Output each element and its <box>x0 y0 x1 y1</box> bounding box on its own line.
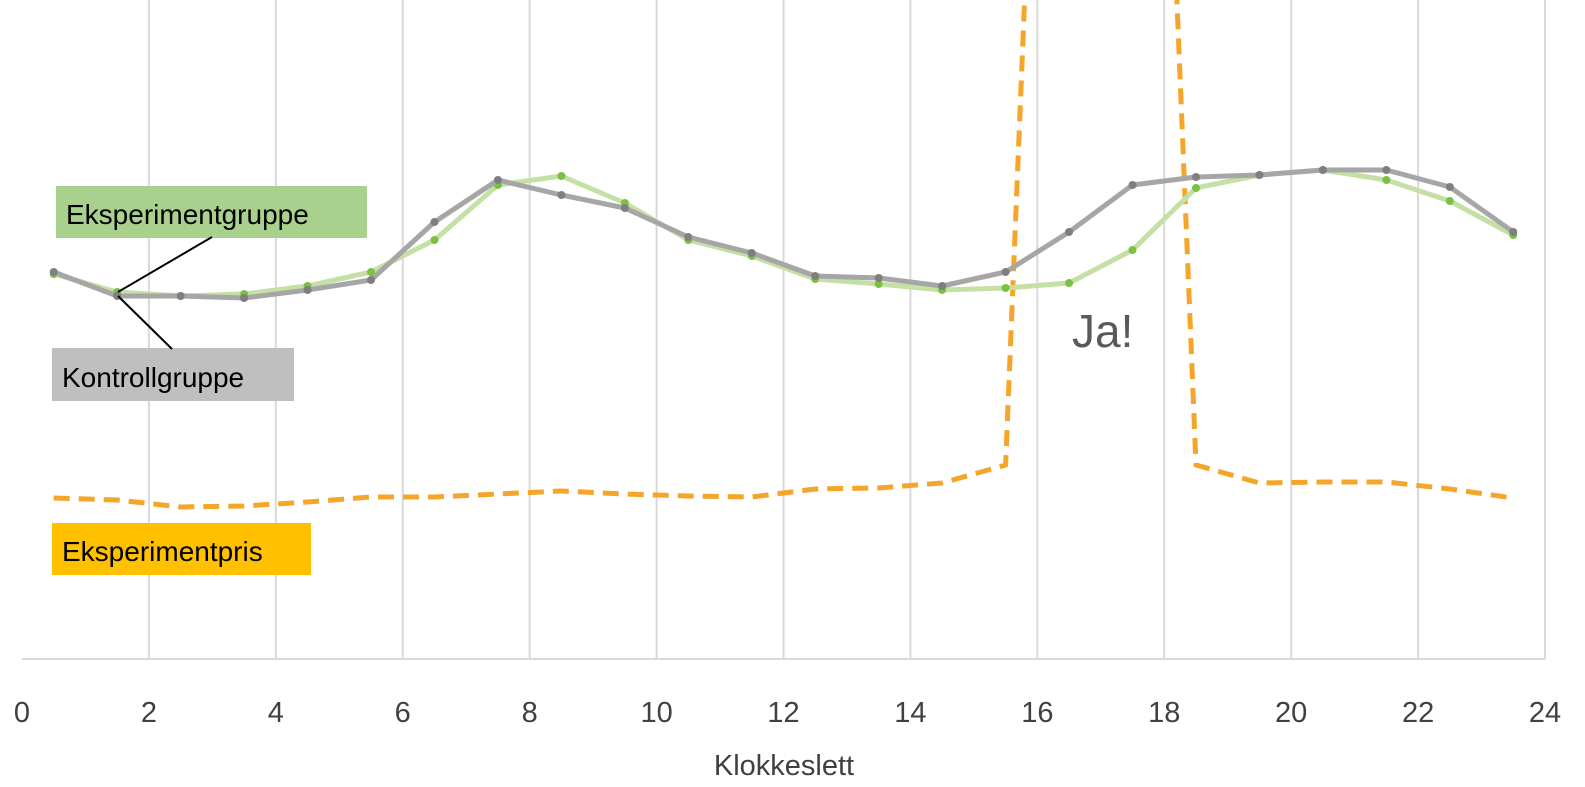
x-tick-label-8: 8 <box>522 697 538 729</box>
point-kontrollgruppe-15 <box>1001 268 1010 276</box>
x-tick-label-16: 16 <box>1021 697 1053 729</box>
point-kontrollgruppe-5 <box>367 276 376 284</box>
point-kontrollgruppe-22 <box>1445 183 1454 191</box>
point-kontrollgruppe-18 <box>1191 173 1200 181</box>
x-tick-labels: 0 2 4 6 8 10 12 14 16 18 20 22 24 <box>14 697 1561 729</box>
point-eksperimentgruppe-17 <box>1128 246 1137 254</box>
x-tick-label-6: 6 <box>395 697 411 729</box>
legend-kontrollgruppe-label: Kontrollgruppe <box>62 362 244 393</box>
point-kontrollgruppe-19 <box>1255 171 1264 179</box>
point-eksperimentgruppe-13 <box>874 280 883 288</box>
point-kontrollgruppe-10 <box>684 233 693 241</box>
point-kontrollgruppe-9 <box>620 204 629 212</box>
point-eksperimentgruppe-16 <box>1065 279 1074 287</box>
x-tick-label-20: 20 <box>1275 697 1307 729</box>
point-kontrollgruppe-0 <box>49 268 58 276</box>
leader-line-eksperimentgruppe <box>117 236 213 293</box>
x-tick-label-2: 2 <box>141 697 157 729</box>
series-layer <box>49 0 1518 510</box>
point-kontrollgruppe-20 <box>1318 166 1327 174</box>
legend-eksperimentgruppe-label: Eksperimentgruppe <box>66 199 309 230</box>
point-kontrollgruppe-2 <box>176 292 185 300</box>
point-kontrollgruppe-16 <box>1065 228 1074 236</box>
legend-kontrollgruppe-box <box>52 348 294 401</box>
point-eksperimentgruppe-6 <box>430 236 439 244</box>
x-tick-label-10: 10 <box>640 697 672 729</box>
point-kontrollgruppe-6 <box>430 218 439 226</box>
point-kontrollgruppe-17 <box>1128 181 1137 189</box>
point-kontrollgruppe-23 <box>1509 228 1518 236</box>
x-tick-label-4: 4 <box>268 697 284 729</box>
point-kontrollgruppe-8 <box>557 191 566 199</box>
legend-kontrollgruppe: Kontrollgruppe <box>52 348 294 401</box>
legend-eksperimentgruppe: Eksperimentgruppe <box>56 186 367 238</box>
point-eksperimentgruppe-22 <box>1445 197 1454 205</box>
series-line-eksperimentpris <box>53 0 1514 510</box>
point-kontrollgruppe-7 <box>493 176 502 184</box>
point-eksperimentgruppe-5 <box>367 268 376 276</box>
leader-line-kontrollgruppe <box>117 295 173 350</box>
x-tick-label-24: 24 <box>1529 697 1561 729</box>
point-kontrollgruppe-14 <box>938 282 947 290</box>
annotation-ja: Ja! <box>1072 305 1133 357</box>
x-tick-label-14: 14 <box>894 697 926 729</box>
point-eksperimentgruppe-8 <box>557 172 566 180</box>
point-kontrollgruppe-4 <box>303 286 312 294</box>
legend-eksperimentpris-box <box>52 523 311 575</box>
grid <box>147 0 1546 659</box>
x-tick-label-0: 0 <box>14 697 30 729</box>
point-eksperimentgruppe-15 <box>1001 284 1010 292</box>
point-kontrollgruppe-11 <box>747 249 756 257</box>
point-kontrollgruppe-12 <box>811 272 820 280</box>
point-kontrollgruppe-3 <box>240 294 249 302</box>
x-tick-label-22: 22 <box>1402 697 1434 729</box>
point-eksperimentgruppe-21 <box>1382 176 1391 184</box>
series-line-kontrollgruppe <box>52 167 1515 301</box>
legend-eksperimentpris: Eksperimentpris <box>52 523 311 575</box>
legend-eksperimentpris-label: Eksperimentpris <box>62 536 263 567</box>
legend-eksperimentgruppe-box <box>56 186 367 238</box>
x-tick-label-18: 18 <box>1148 697 1180 729</box>
point-kontrollgruppe-13 <box>874 274 883 282</box>
point-eksperimentgruppe-18 <box>1191 184 1200 192</box>
x-axis-title: Klokkeslett <box>714 750 854 782</box>
x-tick-label-12: 12 <box>767 697 799 729</box>
point-kontrollgruppe-21 <box>1382 166 1391 174</box>
